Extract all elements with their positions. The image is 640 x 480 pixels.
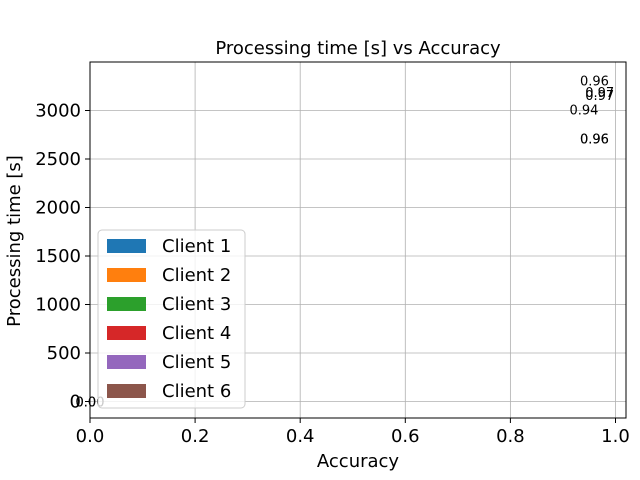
legend-label: Client 3 — [162, 294, 231, 315]
y-tick-label: 2000 — [35, 198, 81, 219]
legend-label: Client 6 — [162, 381, 231, 402]
y-axis-ticks: 0 500 1000 1500 2000 2500 3000 — [35, 101, 90, 413]
y-tick-label: 3000 — [35, 101, 81, 122]
chart-title: Processing time [s] vs Accuracy — [215, 38, 501, 59]
x-axis-label: Accuracy — [317, 451, 400, 472]
x-axis-ticks: 0.0 0.2 0.4 0.6 0.8 1.0 — [76, 418, 630, 447]
legend-label: Client 4 — [162, 323, 231, 344]
y-tick-label: 2500 — [35, 149, 81, 170]
legend: Client 1 Client 2 Client 3 Client 4 Client 5… — [97, 229, 246, 409]
legend-swatch — [107, 384, 146, 398]
data-label: 0.96 — [580, 74, 609, 89]
data-label: 0.96 — [580, 132, 609, 147]
x-tick-label: 1.0 — [601, 426, 630, 447]
x-tick-label: 0.2 — [181, 426, 210, 447]
data-label: 0.97 — [585, 89, 614, 104]
y-tick-label: 1500 — [35, 246, 81, 267]
plot-frame — [89, 61, 627, 419]
legend-swatch — [107, 355, 146, 369]
x-tick-label: 0.6 — [391, 426, 420, 447]
legend-swatch — [107, 268, 146, 282]
y-tick-label: 1000 — [35, 295, 81, 316]
x-tick-label: 0.8 — [496, 426, 525, 447]
x-tick-label: 0.0 — [76, 426, 105, 447]
legend-label: Client 2 — [162, 265, 231, 286]
y-axis-label: Processing time [s] — [4, 155, 25, 327]
legend-label: Client 1 — [162, 236, 231, 257]
legend-swatch — [107, 239, 146, 253]
y-tick-label: 500 — [47, 343, 81, 364]
data-label: 0.96 — [580, 132, 609, 147]
legend-swatch — [107, 326, 146, 340]
data-label: 0.97 — [585, 86, 614, 101]
data-label: 0.94 — [569, 103, 598, 118]
x-tick-label: 0.4 — [286, 426, 315, 447]
y-tick-label: 0 — [70, 392, 81, 413]
legend-swatch — [107, 297, 146, 311]
legend-label: Client 5 — [162, 352, 231, 373]
